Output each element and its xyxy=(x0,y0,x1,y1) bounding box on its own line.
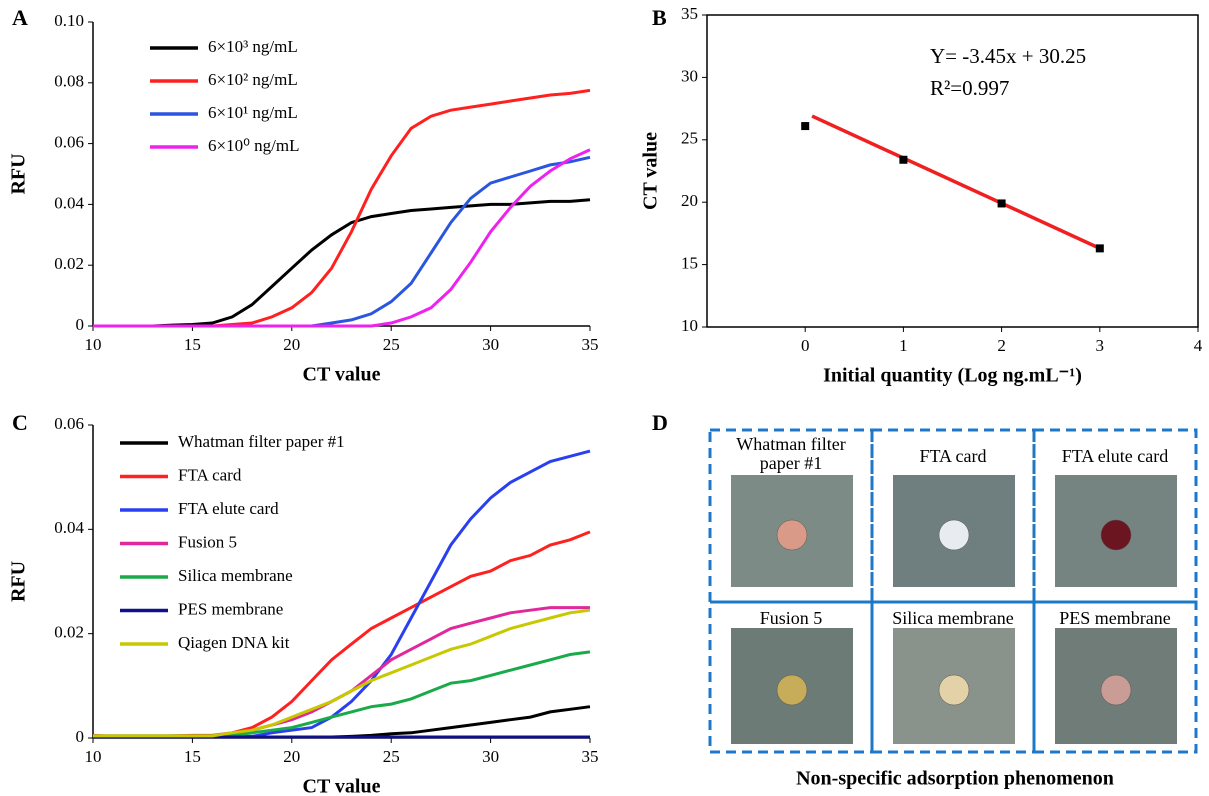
panel-letter: A xyxy=(12,5,28,30)
sample-cell xyxy=(1032,600,1198,754)
data-point xyxy=(801,122,810,131)
data-point xyxy=(1095,244,1104,253)
data-line xyxy=(93,155,591,328)
equation-annotation: Y= -3.45x + 30.25 xyxy=(930,44,1086,68)
sample-label: PES membrane xyxy=(1059,608,1171,628)
sample-cell xyxy=(870,600,1036,754)
y-tick-label: 0.02 xyxy=(54,623,84,642)
data-line xyxy=(93,198,591,328)
x-axis-title: CT value xyxy=(303,776,381,796)
sample-label: FTA card xyxy=(919,446,987,466)
y-axis-title: RFU xyxy=(8,561,30,602)
legend-label: FTA card xyxy=(178,465,242,484)
sample-disc xyxy=(1100,519,1132,551)
sample-cell xyxy=(1032,428,1198,604)
x-tick-label: 35 xyxy=(582,747,599,766)
y-tick-label: 0.06 xyxy=(54,133,84,152)
legend-label: Fusion 5 xyxy=(178,532,237,551)
x-tick-label: 0 xyxy=(801,336,810,355)
legend-label: FTA elute card xyxy=(178,499,279,518)
panel-caption: Non-specific adsorption phenomenon xyxy=(796,768,1114,790)
legend-label: 6×10² ng/mL xyxy=(208,70,298,89)
x-tick-label: 20 xyxy=(283,335,300,354)
panel-letter: D xyxy=(652,410,668,435)
data-point xyxy=(997,199,1006,208)
y-tick-label: 30 xyxy=(681,66,698,85)
panel-letter: B xyxy=(652,5,667,30)
x-tick-label: 2 xyxy=(997,336,1006,355)
data-point xyxy=(899,155,908,164)
x-axis-title: Initial quantity (Log ng.mL⁻¹) xyxy=(823,365,1082,387)
x-tick-label: 30 xyxy=(482,335,499,354)
x-tick-label: 25 xyxy=(383,335,400,354)
x-tick-label: 15 xyxy=(184,335,201,354)
x-tick-label: 15 xyxy=(184,747,201,766)
y-tick-label: 20 xyxy=(681,191,698,210)
data-line xyxy=(93,650,591,738)
sample-label: FTA elute card xyxy=(1061,446,1169,466)
y-tick-label: 0.10 xyxy=(54,11,84,30)
x-tick-label: 4 xyxy=(1194,336,1203,355)
sample-disc xyxy=(776,519,808,551)
sample-disc xyxy=(938,519,970,551)
sample-disc xyxy=(938,674,970,706)
legend-label: PES membrane xyxy=(178,599,283,618)
plot-frame xyxy=(706,14,1199,328)
data-line xyxy=(92,530,591,738)
sample-label: Fusion 5 xyxy=(759,608,823,628)
sample-disc xyxy=(776,674,808,706)
legend-label: Silica membrane xyxy=(178,566,293,585)
fit-line xyxy=(811,114,1101,250)
y-tick-label: 0 xyxy=(76,315,85,334)
y-tick-label: 0.06 xyxy=(54,414,84,433)
legend-label: Qiagen DNA kit xyxy=(178,633,290,652)
y-axis-title: RFU xyxy=(8,153,30,194)
data-line xyxy=(93,88,591,328)
data-line xyxy=(93,608,591,738)
x-tick-label: 25 xyxy=(383,747,400,766)
data-line xyxy=(93,449,591,738)
legend-label: Whatman filter paper #1 xyxy=(178,432,345,451)
y-tick-label: 15 xyxy=(681,254,698,273)
sample-disc xyxy=(1100,674,1132,706)
legend-label: 6×10⁰ ng/mL xyxy=(208,136,299,155)
data-line xyxy=(92,705,591,739)
legend-label: 6×10³ ng/mL xyxy=(208,37,298,56)
sample-label: Whatman filter paper #1 xyxy=(736,434,846,473)
x-tick-label: 10 xyxy=(85,747,102,766)
x-tick-label: 35 xyxy=(582,335,599,354)
y-tick-label: 35 xyxy=(681,4,698,23)
panel-letter: C xyxy=(12,410,28,435)
x-tick-label: 3 xyxy=(1096,336,1105,355)
y-tick-label: 0.02 xyxy=(54,254,84,273)
y-tick-label: 0.04 xyxy=(54,518,84,537)
y-axis-title: CT value xyxy=(640,132,662,210)
y-tick-label: 25 xyxy=(681,129,698,148)
x-tick-label: 1 xyxy=(899,336,908,355)
y-tick-label: 0.08 xyxy=(54,72,84,91)
x-tick-label: 10 xyxy=(85,335,102,354)
legend-label: 6×10¹ ng/mL xyxy=(208,103,298,122)
data-line xyxy=(93,148,591,328)
x-axis-title: CT value xyxy=(303,364,381,386)
sample-cell xyxy=(708,600,874,754)
y-tick-label: 0.04 xyxy=(54,193,84,212)
x-tick-label: 20 xyxy=(283,747,300,766)
y-tick-label: 10 xyxy=(681,316,698,335)
sample-label: Silica membrane xyxy=(892,608,1014,628)
y-tick-label: 0 xyxy=(76,727,85,746)
equation-annotation: R²=0.997 xyxy=(930,76,1009,100)
x-tick-label: 30 xyxy=(482,747,499,766)
